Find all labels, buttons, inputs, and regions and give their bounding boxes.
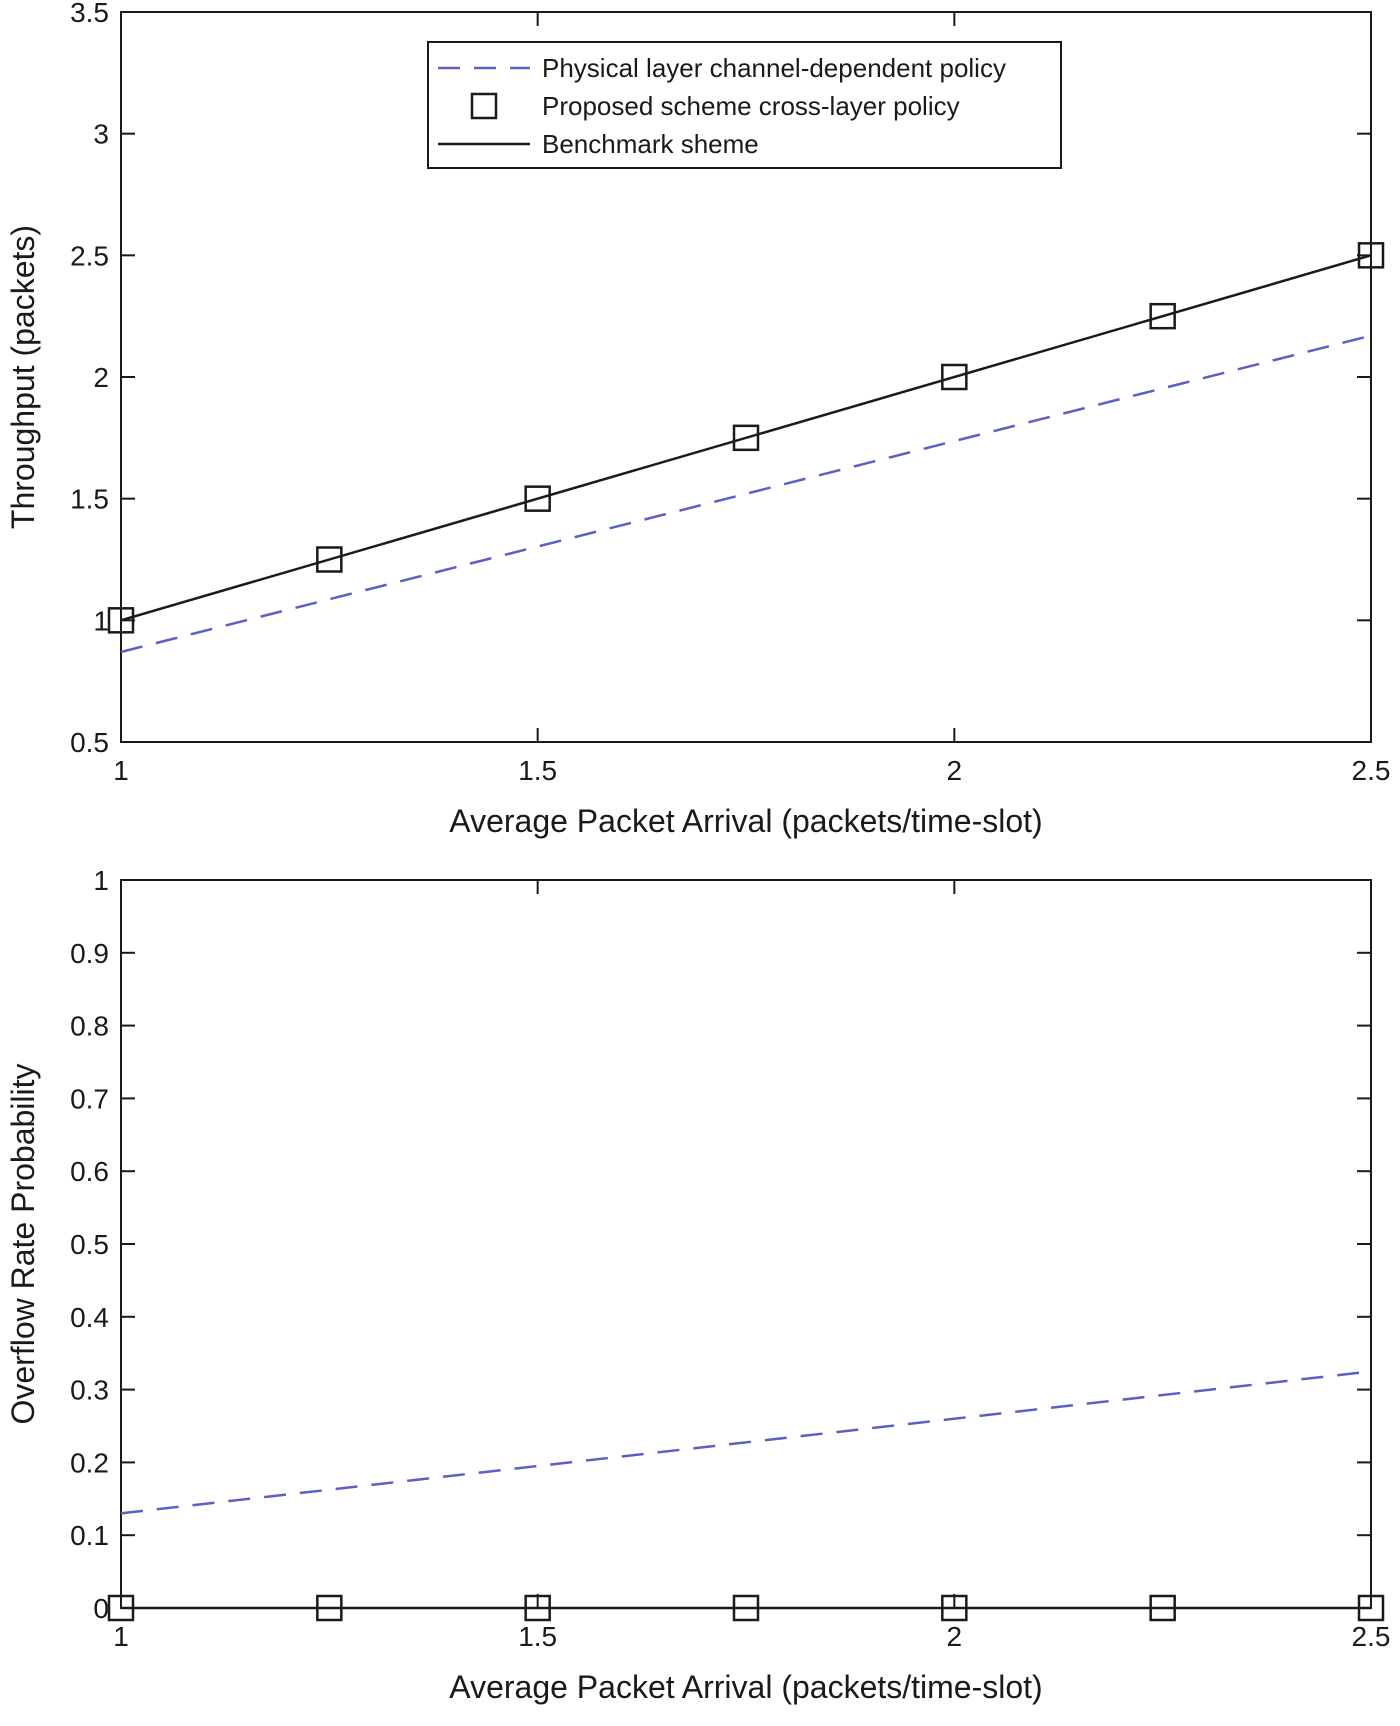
legend-entry-label: Proposed scheme cross-layer policy (542, 91, 960, 121)
throughput-x-tick-label: 2 (947, 755, 963, 786)
throughput-y-tick-label: 0.5 (70, 727, 109, 758)
throughput-proposed-marker (941, 363, 968, 391)
legend-entry-label: Physical layer channel-dependent policy (542, 53, 1006, 83)
throughput-x-tick-label: 2.5 (1352, 755, 1391, 786)
overflow-y-tick-label: 0.6 (70, 1156, 109, 1187)
legend-square-symbol (470, 92, 498, 120)
throughput-proposed-marker (732, 424, 760, 452)
overflow-x-tick-label: 2 (947, 1621, 963, 1652)
throughput-proposed-marker (1357, 242, 1385, 269)
overflow-y-tick-label: 0.1 (70, 1520, 109, 1551)
throughput-x-axis-label: Average Packet Arrival (packets/time-slo… (449, 803, 1042, 839)
overflow-y-tick-label: 0.9 (70, 938, 109, 969)
overflow-y-tick-label: 1 (93, 865, 109, 896)
throughput-y-tick-label: 1.5 (70, 484, 109, 515)
throughput-y-tick-label: 3 (93, 119, 109, 150)
overflow-x-tick-label: 1 (113, 1621, 129, 1652)
throughput-y-tick-label: 2.5 (70, 240, 109, 271)
legend: Physical layer channel-dependent policy P… (427, 41, 1062, 169)
throughput-y-axis-label: Throughput (packets) (5, 225, 41, 529)
throughput-proposed-marker (524, 485, 551, 512)
overflow-x-tick-label: 2.5 (1352, 1621, 1391, 1652)
overflow-y-tick-label: 0.3 (70, 1375, 109, 1406)
throughput-proposed-marker (316, 546, 343, 573)
overflow-y-tick-label: 0.7 (70, 1083, 109, 1114)
throughput-physical-layer-line (120, 334, 1372, 654)
throughput-x-tick-label: 1 (113, 755, 129, 786)
overflow-y-tick-label: 0.2 (70, 1447, 109, 1478)
overflow-x-axis-label: Average Packet Arrival (packets/time-slo… (449, 1669, 1042, 1705)
throughput-x-tick-label: 1.5 (518, 755, 557, 786)
overflow-y-tick-label: 0.8 (70, 1011, 109, 1042)
throughput-proposed-marker (107, 607, 135, 634)
throughput-y-tick-label: 1 (93, 605, 109, 636)
legend-entry-label: Benchmark sheme (542, 129, 759, 159)
overflow-x-tick-label: 1.5 (518, 1621, 557, 1652)
legend-box (427, 41, 1062, 169)
overflow-chart: 1 1.5 2 2.5 0 0.1 0.2 0.3 0.4 0.5 0.6 0.7 0.8 0.9 1 Ave… (5, 865, 1390, 1705)
overflow-y-tick-label: 0.4 (70, 1302, 109, 1333)
overflow-physical-layer-line (120, 1370, 1372, 1515)
overflow-plot-frame (120, 879, 1372, 1609)
throughput-y-tick-label: 2 (93, 362, 109, 393)
overflow-y-axis-label: Overflow Rate Probability (5, 1063, 41, 1424)
overflow-y-tick-label: 0.5 (70, 1229, 109, 1260)
throughput-y-tick-label: 3.5 (70, 0, 109, 28)
overflow-y-tick-label: 0 (93, 1593, 109, 1624)
throughput-benchmark-line (120, 254, 1372, 622)
throughput-proposed-marker (1149, 302, 1176, 330)
